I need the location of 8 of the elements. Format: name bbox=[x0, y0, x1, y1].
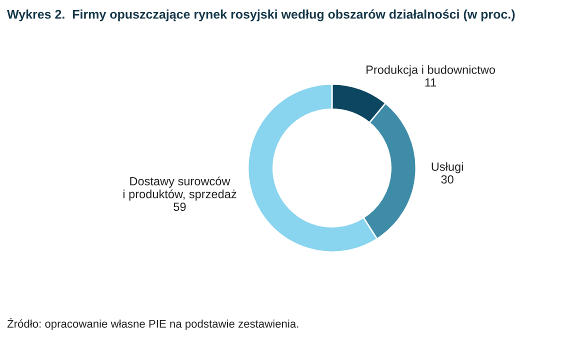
chart-title: Wykres 2. Firmy opuszczające rynek rosyjski według obszarów działalności (w proc.) bbox=[7, 9, 515, 22]
data-label: 59 bbox=[174, 202, 186, 211]
text: Źródło: opracowanie własne PIE na podstawie zestawienia. bbox=[7, 318, 298, 330]
slice-label: Dostawy surowców i produktów, sprzedaż bbox=[123, 176, 236, 201]
data-label: 30 bbox=[441, 175, 454, 184]
slice-label: Usługi bbox=[432, 162, 463, 174]
slice-label: Produkcja i budownictwo bbox=[366, 65, 496, 76]
data-label: 11 bbox=[425, 78, 436, 87]
